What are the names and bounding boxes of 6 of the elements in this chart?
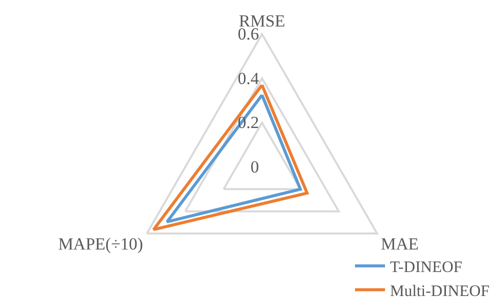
legend-label: T-DINEOF	[390, 259, 462, 276]
spoke-label: MAPE(÷10)	[58, 234, 144, 254]
y-tick-label: 0.4	[238, 68, 260, 88]
spoke-label: MAE	[380, 234, 419, 254]
legend-label: Multi-DINEOF	[390, 282, 490, 300]
y-tick-label: 0	[250, 158, 259, 177]
